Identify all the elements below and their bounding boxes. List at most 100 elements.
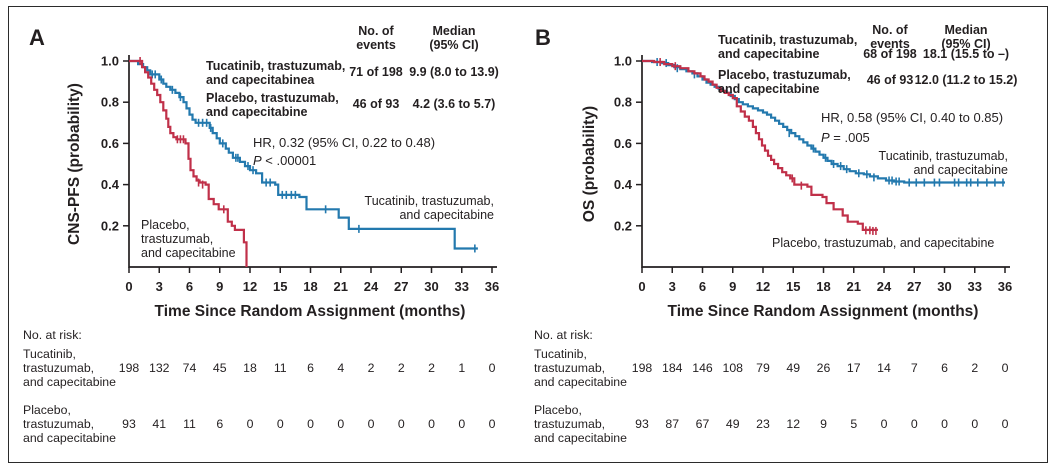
at-risk-value: 0 <box>1002 417 1009 431</box>
at-risk-heading-b: No. at risk: <box>534 328 593 342</box>
at-risk-group-label: Placebo, <box>23 403 71 417</box>
x-tick-label: 12 <box>243 279 257 294</box>
x-tick-label: 15 <box>273 279 287 294</box>
at-risk-value: 2 <box>428 361 435 375</box>
km-plot-b: 1.00.80.60.40.20 3 6 9 12 15 18 21 24 27 30 33 36 B … <box>534 25 1012 445</box>
p-value-a: P < .00001 <box>253 153 317 168</box>
y-tick-label: 0.2 <box>101 218 119 233</box>
panel-a: 1.0 0.8 0.6 0.4 0.2 0 3 6 9 12 15 18 21 24 27 30 33 36 A … <box>11 9 531 459</box>
at-risk-group-label: Placebo, <box>534 403 582 417</box>
legend-group2-label-a: Placebo, trastuzumab, and capecitabine <box>206 91 339 119</box>
y-axis-title-a: CNS-PFS (probability) <box>66 83 83 245</box>
legend-group1-events-b: 68 of 198 <box>863 47 917 61</box>
x-tick-label: 3 <box>669 279 676 294</box>
at-risk-group-label: and capecitabine <box>23 431 116 445</box>
figure-border: 1.0 0.8 0.6 0.4 0.2 0 3 6 9 12 15 18 21 24 27 30 33 36 A … <box>8 6 1048 463</box>
at-risk-group-label: and capecitabine <box>534 431 627 445</box>
km-curve <box>129 59 248 267</box>
at-risk-value: 0 <box>489 361 496 375</box>
at-risk-value: 6 <box>216 417 223 431</box>
y-tick-label: 0.6 <box>101 136 119 151</box>
at-risk-value: 0 <box>307 417 314 431</box>
legend-header-events-b: No. of events <box>870 23 910 51</box>
at-risk-value: 11 <box>183 417 196 431</box>
at-risk-value: 0 <box>398 417 405 431</box>
at-risk-value: 9 <box>820 417 827 431</box>
at-risk-value: 0 <box>941 417 948 431</box>
panel-label-b: B <box>535 25 551 50</box>
x-tick-label: 36 <box>998 279 1012 294</box>
x-tick-label: 9 <box>729 279 736 294</box>
x-tick-label: 3 <box>156 279 163 294</box>
y-tick-label: 0.4 <box>614 177 633 192</box>
curve-label-placebo-a: Placebo, trastuzumab, and capecitabine <box>141 218 236 260</box>
km-curve <box>129 59 478 250</box>
at-risk-value: 0 <box>368 417 375 431</box>
x-tick-label: 27 <box>394 279 408 294</box>
at-risk-value: 11 <box>274 361 287 375</box>
x-tick-label: 30 <box>937 279 951 294</box>
at-risk-value: 12 <box>786 417 800 431</box>
at-risk-value: 146 <box>692 361 713 375</box>
legend-group1-label-b: Tucatinib, trastuzumab, and capecitabine <box>718 33 858 61</box>
km-plot-a: 1.00.80.60.40.20 3 6 9 12 15 18 21 24 27 30 33 36 A … <box>23 25 499 445</box>
x-tick-label: 12 <box>756 279 770 294</box>
at-risk-group-label: and capecitabine <box>23 375 116 389</box>
at-risk-value: 93 <box>122 417 136 431</box>
x-tick-label: 0 <box>638 279 645 294</box>
at-risk-value: 23 <box>756 417 770 431</box>
y-axis-title-b: OS (probability) <box>581 106 598 222</box>
p-value-b: P = .005 <box>821 130 870 145</box>
hr-annotation-b: HR, 0.58 (95% CI, 0.40 to 0.85) <box>821 110 1004 125</box>
y-tick-label: 1.0 <box>101 54 119 69</box>
at-risk-value: 26 <box>817 361 831 375</box>
x-tick-label: 21 <box>847 279 861 294</box>
at-risk-value: 45 <box>213 361 227 375</box>
legend-group1-events-a: 71 of 198 <box>349 65 403 79</box>
y-tick-label: 1.0 <box>614 54 632 69</box>
at-risk-value: 41 <box>152 417 166 431</box>
x-tick-label: 33 <box>968 279 982 294</box>
at-risk-value: 87 <box>665 417 679 431</box>
x-tick-label: 24 <box>877 279 892 294</box>
x-tick-label: 18 <box>303 279 317 294</box>
at-risk-group-label: trastuzumab, <box>534 417 605 431</box>
at-risk-value: 79 <box>756 361 770 375</box>
at-risk-value: 0 <box>881 417 888 431</box>
km-curve <box>642 59 878 231</box>
curve-label-tucatinib-b: Tucatinib, trastuzumab, and capecitabine <box>878 149 1008 177</box>
at-risk-value: 0 <box>971 417 978 431</box>
panel-b: 1.0 0.8 0.6 0.4 0.2 0 3 6 9 12 15 18 21 24 27 30 33 36 B … <box>530 9 1050 459</box>
at-risk-value: 0 <box>1002 361 1009 375</box>
x-tick-label: 0 <box>125 279 132 294</box>
at-risk-value: 6 <box>307 361 314 375</box>
plot-area-b: 1.00.80.60.40.20 3 6 9 12 15 18 21 24 27 30 33 36 <box>614 54 1012 295</box>
x-tick-label: 36 <box>485 279 499 294</box>
at-risk-value: 1 <box>458 361 465 375</box>
legend-group2-label-b: Placebo, trastuzumab, and capecitabine <box>718 68 851 96</box>
at-risk-value: 2 <box>971 361 978 375</box>
at-risk-value: 6 <box>941 361 948 375</box>
legend-group2-events-b: 46 of 93 <box>866 73 914 87</box>
at-risk-value: 0 <box>337 417 344 431</box>
x-tick-label: 6 <box>699 279 706 294</box>
at-risk-value: 0 <box>277 417 284 431</box>
x-tick-label: 30 <box>424 279 438 294</box>
at-risk-table-b: Tucatinib,trastuzumab,and capecitabine19… <box>534 347 1009 445</box>
at-risk-value: 0 <box>247 417 254 431</box>
y-tick-label: 0.6 <box>614 136 632 151</box>
at-risk-value: 67 <box>696 417 710 431</box>
x-axis-title-a: Time Since Random Assignment (months) <box>155 303 466 320</box>
at-risk-value: 2 <box>398 361 405 375</box>
legend-header-median-a: Median (95% CI) <box>429 24 479 52</box>
at-risk-group-label: Tucatinib, <box>534 347 587 361</box>
hr-annotation-a: HR, 0.32 (95% CI, 0.22 to 0.48) <box>253 135 436 150</box>
y-tick-label: 0.4 <box>101 177 120 192</box>
x-tick-label: 18 <box>816 279 830 294</box>
at-risk-group-label: trastuzumab, <box>534 361 605 375</box>
x-tick-label: 27 <box>907 279 921 294</box>
x-tick-label: 9 <box>216 279 223 294</box>
x-tick-label: 15 <box>786 279 800 294</box>
at-risk-value: 74 <box>183 361 197 375</box>
